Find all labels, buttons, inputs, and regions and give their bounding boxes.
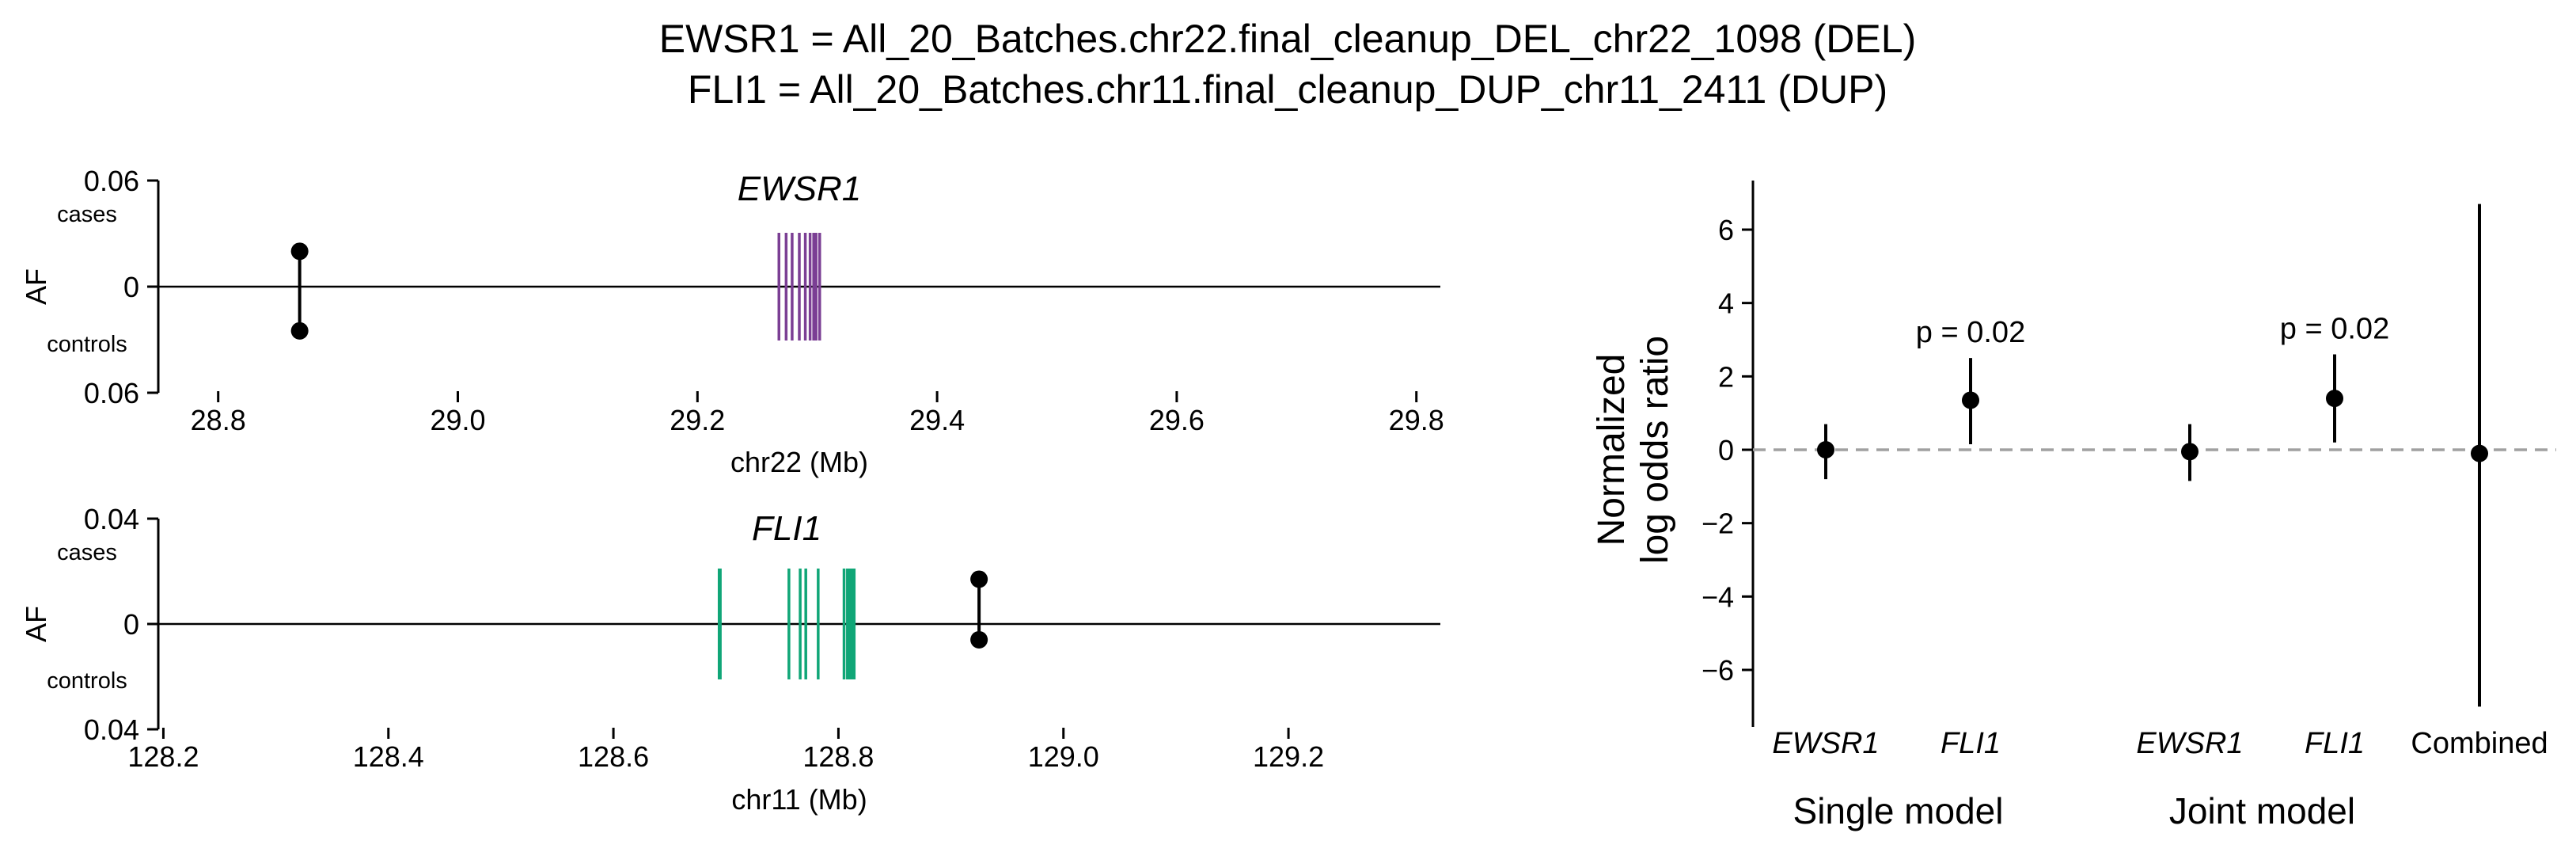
- x-tick-label: 29.6: [1149, 404, 1205, 436]
- y-tick-label: 0: [1718, 434, 1734, 466]
- p-value-annotation: p = 0.02: [2280, 313, 2389, 346]
- y-axis-label: AF: [20, 268, 52, 305]
- category-label: Combined: [2411, 727, 2548, 760]
- log-odds-panel: 6 4 2 0 −2 −4 −6 Normalized log odds ratio EWSR1 p…: [1591, 181, 2556, 831]
- controls-label: controls: [47, 332, 127, 357]
- cases-label: cases: [57, 202, 117, 227]
- y-tick-label: −2: [1702, 508, 1734, 540]
- group-label-joint: Joint model: [2169, 790, 2355, 831]
- cases-label: cases: [57, 540, 117, 565]
- y-tick-label-zero: 0: [123, 608, 139, 641]
- controls-label: controls: [47, 668, 127, 694]
- x-tick-label: 29.4: [909, 404, 965, 436]
- x-axis-label: chr22 (Mb): [730, 446, 868, 478]
- category-label: FLI1: [2305, 727, 2365, 760]
- p-value-annotation: p = 0.02: [1916, 316, 2025, 349]
- y-tick-label: 4: [1718, 287, 1734, 320]
- gene-label: FLI1: [752, 509, 821, 548]
- y-tick-label: 2: [1718, 360, 1734, 393]
- y-tick-label-zero: 0: [123, 271, 139, 303]
- y-tick-label: 6: [1718, 214, 1734, 246]
- x-axis-label: chr11 (Mb): [731, 783, 867, 816]
- x-tick-label: 128.6: [578, 740, 649, 773]
- y-tick-label-bottom: 0.04: [84, 713, 139, 746]
- x-tick-label: 129.0: [1028, 740, 1099, 773]
- ewsr1-locus-panel: 0.06 0 0.06 cases controls AF 28.8 29.0 29.2 29.4…: [20, 165, 1444, 478]
- gene-label: EWSR1: [738, 169, 861, 208]
- case-af-point: [290, 242, 309, 261]
- figure-title-line1: EWSR1 = All_20_Batches.chr22.final_clean…: [659, 17, 1916, 61]
- x-tick-label: 128.8: [802, 740, 874, 773]
- y-tick-label: −6: [1702, 654, 1734, 687]
- x-tick-label: 128.4: [353, 740, 424, 773]
- x-tick-label: 29.0: [430, 404, 485, 436]
- y-tick-label-bottom: 0.06: [84, 377, 139, 409]
- group-label-single: Single model: [1793, 790, 2004, 831]
- x-tick-label: 129.2: [1253, 740, 1324, 773]
- x-tick-label: 128.2: [127, 740, 199, 773]
- x-tick-label: 29.2: [670, 404, 725, 436]
- fli1-locus-panel: 0.04 0 0.04 cases controls AF 128.2 128.4 128.6 1…: [20, 503, 1440, 816]
- estimate-point: [2326, 390, 2343, 408]
- y-axis-label-line2: log odds ratio: [1634, 336, 1676, 564]
- x-tick-label: 28.8: [191, 404, 246, 436]
- estimate-point: [1817, 441, 1834, 458]
- control-af-point: [970, 630, 988, 649]
- y-tick-label-top: 0.04: [84, 503, 139, 535]
- x-tick-label: 29.8: [1389, 404, 1444, 436]
- y-axis-label: AF: [20, 606, 52, 642]
- y-axis-label-line1: Normalized: [1591, 354, 1633, 546]
- y-tick-label-top: 0.06: [84, 165, 139, 197]
- figure-title-line2: FLI1 = All_20_Batches.chr11.final_cleanu…: [688, 67, 1887, 112]
- y-tick-label: −4: [1702, 580, 1734, 613]
- estimate-point: [2181, 443, 2199, 461]
- category-label: EWSR1: [1772, 727, 1879, 760]
- category-label: FLI1: [1941, 727, 2001, 760]
- control-af-point: [290, 321, 309, 340]
- category-label: EWSR1: [2136, 727, 2243, 760]
- estimate-point: [1962, 391, 1979, 409]
- case-af-point: [970, 570, 988, 588]
- estimate-point: [2471, 444, 2488, 462]
